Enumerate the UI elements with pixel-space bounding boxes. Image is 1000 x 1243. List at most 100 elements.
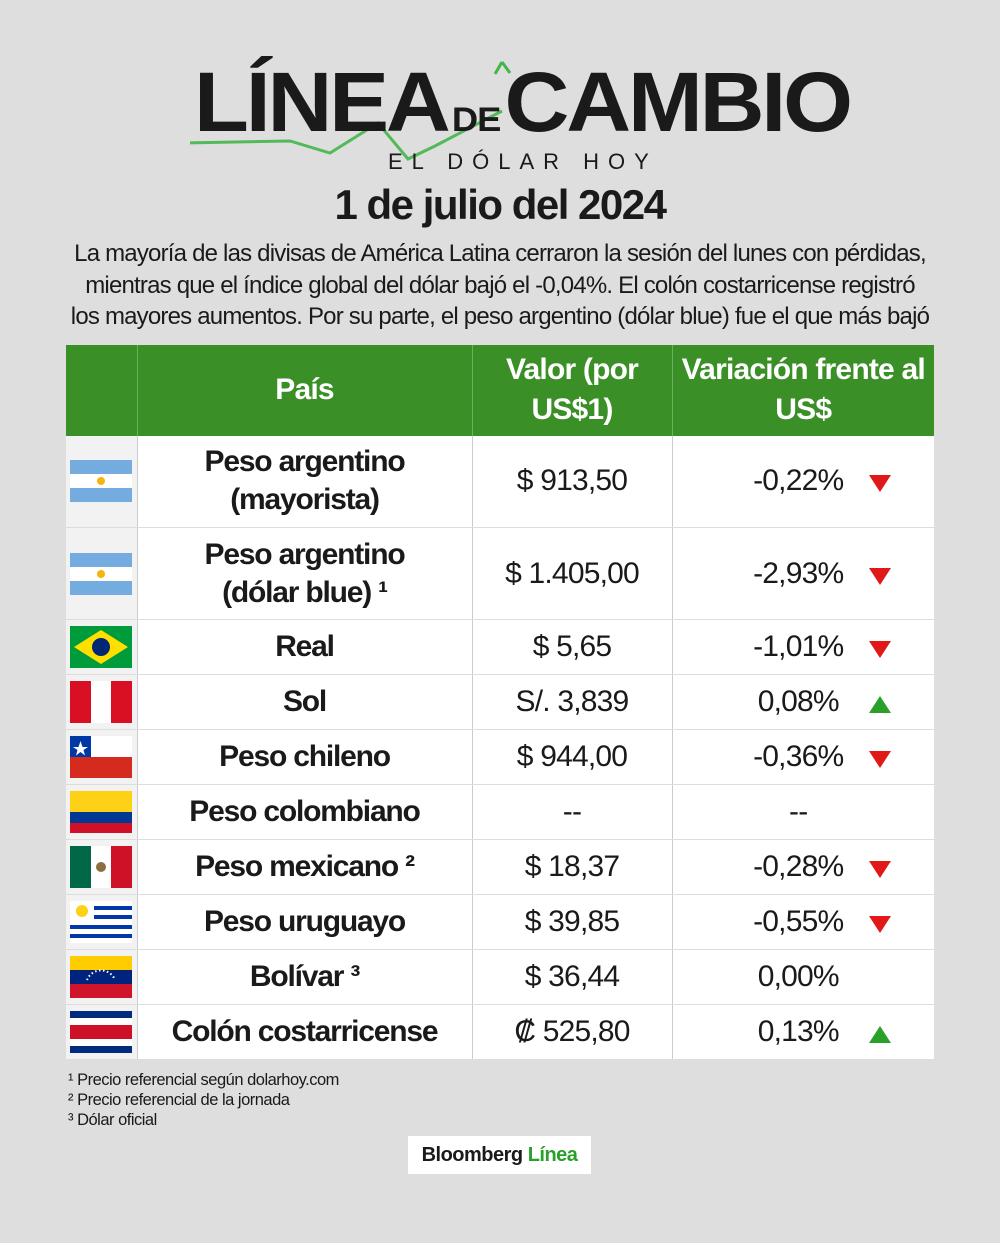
flag-peru-icon [70,681,133,723]
currency-change: -0,36% [753,740,844,773]
currency-value: $ 5,65 [472,619,673,675]
change-cell: -0,55% [672,894,934,950]
currency-name: Peso uruguayo [137,894,473,950]
currency-name: Colón costarricense [137,1004,473,1060]
header-change: Variación frente al US$ [672,344,934,436]
currency-value: -- [472,784,673,840]
table-row: Bolívar ³ $ 36,44 0,00% [66,949,934,1005]
currency-name: Bolívar ³ [137,949,473,1005]
currency-name: Peso colombiano [137,784,473,840]
table-row: Real $ 5,65 -1,01% [66,619,934,675]
currency-value: $ 913,50 [472,435,673,528]
brand-right: Línea [527,1144,578,1166]
logo-subtitle: EL DÓLAR HOY [388,149,658,174]
flag-brazil-icon [70,626,133,668]
table-row: Peso uruguayo $ 39,85 -0,55% [66,894,934,950]
flag-cell [66,435,138,528]
currency-name: Peso argentino (dólar blue) ¹ [137,527,473,620]
brand-left: Bloomberg [421,1144,524,1166]
currency-value: $ 18,37 [472,839,673,895]
currency-change: -- [789,795,808,828]
change-cell: -0,22% [672,435,934,528]
flag-chile-icon [70,736,133,778]
flag-header [66,344,138,436]
table-row: Colón costarricense ₡ 525,80 0,13% [66,1004,934,1060]
flag-cell [66,784,138,840]
logo-title-de: DE [451,101,501,139]
triangle-down-icon [868,641,891,658]
flag-cell [66,949,138,1005]
flag-cell [66,839,138,895]
currency-value: $ 39,85 [472,894,673,950]
currency-value: $ 944,00 [472,729,673,785]
currency-name: Peso mexicano ² [137,839,473,895]
footnote: ³ Dólar oficial [68,1111,157,1129]
flag-cell [66,1004,138,1060]
currency-change: -2,93% [753,556,844,590]
change-cell: -2,93% [672,527,934,620]
logo: LÍNEA DECAMBIO EL DÓLAR HOY [190,58,853,178]
triangle-down-icon [868,567,891,585]
table-row: Peso colombiano -- -- [66,784,934,840]
content: 1 de julio del 2024 La mayoría de las di… [0,180,1000,1174]
currency-change: -0,28% [753,850,844,883]
logo-title-left: LÍNEA [194,55,451,149]
triangle-down-icon [868,751,891,768]
currency-change: -0,55% [753,905,844,938]
header-value: Valor (por US$1) [472,344,673,436]
footnote: ² Precio referencial de la jornada [68,1091,290,1109]
table-row: Sol S/. 3,839 0,08% [66,674,934,730]
change-cell: -1,01% [672,619,934,675]
currency-value: ₡ 525,80 [472,1004,673,1060]
intro-text: La mayoría de las divisas de América Lat… [70,240,930,330]
currency-change: -1,01% [753,630,844,663]
triangle-down-icon [868,475,891,493]
footnotes: ¹ Precio referencial según dolarhoy.com … [68,1070,1000,1130]
flag-argentina-icon [70,460,133,503]
change-cell: 0,13% [672,1004,934,1060]
currency-value: S/. 3,839 [472,674,673,730]
flag-uruguay-icon [70,901,133,943]
table-row: Peso mexicano ² $ 18,37 -0,28% [66,839,934,895]
change-cell: -0,36% [672,729,934,785]
flag-cell [66,619,138,675]
logo-title: LÍNEA DECAMBIO [194,60,853,144]
flag-cell [66,894,138,950]
currency-value: $ 1.405,00 [472,527,673,620]
table-row: Peso argentino (dólar blue) ¹ $ 1.405,00… [66,527,934,620]
bloomberg-linea-logo: Bloomberg Línea [408,1136,591,1174]
table-header: País Valor (por US$1) Variación frente a… [66,344,934,436]
table-row: Peso argentino (mayorista) $ 913,50 -0,2… [66,435,934,528]
flag-cell [66,674,138,730]
header-country: País [137,344,473,436]
currency-name: Peso chileno [137,729,473,785]
currency-table: País Valor (por US$1) Variación frente a… [66,344,934,1060]
triangle-down-icon [868,861,891,878]
currency-name: Sol [137,674,473,730]
currency-change: 0,00% [757,960,840,993]
logo-title-right: CAMBIO [504,55,853,149]
flag-mexico-icon [70,846,133,888]
triangle-up-icon [868,1026,891,1043]
currency-name: Real [137,619,473,675]
change-cell: -- [672,784,934,840]
flag-cell [66,527,138,620]
triangle-up-icon [868,696,891,713]
page-title: 1 de julio del 2024 [334,181,667,228]
change-cell: -0,28% [672,839,934,895]
flag-costa-rica-icon [70,1011,133,1053]
table-row: Peso chileno $ 944,00 -0,36% [66,729,934,785]
flag-venezuela-icon [70,956,133,998]
currency-value: $ 36,44 [472,949,673,1005]
change-cell: 0,00% [672,949,934,1005]
footnote: ¹ Precio referencial según dolarhoy.com [68,1071,339,1089]
flag-colombia-icon [70,791,133,833]
currency-change: 0,13% [757,1015,840,1048]
flag-cell [66,729,138,785]
change-cell: 0,08% [672,674,934,730]
currency-change: 0,08% [757,685,840,718]
flag-argentina-icon [70,552,133,595]
trend-line-icon [190,61,512,161]
triangle-down-icon [868,916,891,933]
currency-change: -0,22% [753,464,844,498]
